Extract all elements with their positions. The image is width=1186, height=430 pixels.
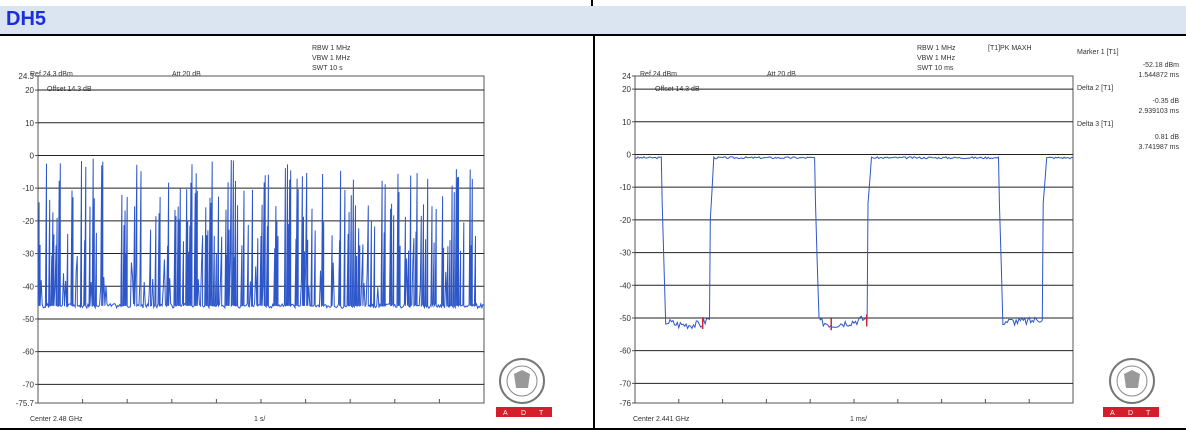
y-tick-label: -30 xyxy=(619,249,631,258)
left-spectrum-plot: RBW 1 MHz VBW 1 MHz SWT 10 s Ref 24.3 dB… xyxy=(16,45,552,423)
trace-mode-label: [T1]PK MAXH xyxy=(988,45,1032,52)
y-tick-label: -20 xyxy=(22,217,34,226)
att-label: Att 20 dB xyxy=(767,71,796,78)
section-title: DH5 xyxy=(6,8,47,30)
y-tick-label: -60 xyxy=(619,347,631,356)
y-tick-label: -20 xyxy=(619,216,631,225)
y-tick-label: -70 xyxy=(619,379,631,388)
section-header: DH5 xyxy=(0,6,1186,36)
marker-1-time: 1.544872 ms xyxy=(1139,72,1180,79)
y-tick-label: -76 xyxy=(619,399,631,408)
right-spectrum-plot: RBW 1 MHz VBW 1 MHz SWT 10 ms [T1]PK MAX… xyxy=(619,45,1179,423)
y-tick-label: -10 xyxy=(22,184,34,193)
marker-3-time: 3.741987 ms xyxy=(1139,144,1180,151)
y-tick-label: -50 xyxy=(619,314,631,323)
rbw-label: RBW 1 MHz xyxy=(917,45,956,52)
bureau-veritas-seal-icon xyxy=(499,358,545,404)
y-tick-label: -70 xyxy=(22,380,34,389)
marker-3-level: 0.81 dB xyxy=(1155,134,1179,141)
right-spectrum-panel: RBW 1 MHz VBW 1 MHz SWT 10 ms [T1]PK MAX… xyxy=(595,36,1186,430)
adt-t: T xyxy=(1146,410,1151,417)
trace-line xyxy=(634,156,1074,330)
adt-t: T xyxy=(539,410,544,417)
y-tick-label: 20 xyxy=(622,85,631,94)
y-tick-label: 0 xyxy=(627,150,632,159)
ref-label: Ref 24.3 dBm xyxy=(30,71,73,78)
marker-2-name: Delta 2 [T1] xyxy=(1077,85,1113,92)
center-freq-label: Center 2.441 GHz xyxy=(633,416,690,423)
vbw-label: VBW 1 MHz xyxy=(312,55,351,62)
ref-label: Ref 24 dBm xyxy=(640,71,677,78)
y-tick-label: 24.3 xyxy=(18,72,34,81)
y-tick-label: -10 xyxy=(619,183,631,192)
y-tick-label: -30 xyxy=(22,250,34,259)
y-tick-label: 24 xyxy=(622,72,631,81)
marker-readout: Marker 1 [T1] -52.18 dBm 1.544872 ms Del… xyxy=(1077,49,1179,151)
adt-logo xyxy=(1103,407,1159,417)
y-tick-label: 10 xyxy=(25,119,34,128)
vbw-label: VBW 1 MHz xyxy=(917,55,956,62)
marker-2-time: 2.939103 ms xyxy=(1139,108,1180,115)
adt-logo xyxy=(496,407,552,417)
marker-2-level: -0.35 dB xyxy=(1153,98,1180,105)
y-tick-label: -40 xyxy=(22,282,34,291)
adt-a: A xyxy=(503,410,508,417)
left-spectrum-panel: RBW 1 MHz VBW 1 MHz SWT 10 s Ref 24.3 dB… xyxy=(0,36,595,430)
marker-1-level: -52.18 dBm xyxy=(1143,62,1179,69)
y-tick-label: -50 xyxy=(22,315,34,324)
y-tick-label: -60 xyxy=(22,348,34,357)
marker-3-name: Delta 3 [T1] xyxy=(1077,121,1113,128)
y-tick-label: 0 xyxy=(30,151,35,160)
span-label: 1 ms/ xyxy=(850,416,867,423)
swt-label: SWT 10 ms xyxy=(917,65,954,72)
marker-1-name: Marker 1 [T1] xyxy=(1077,49,1119,56)
y-tick-label: -40 xyxy=(619,281,631,290)
y-tick-label: 20 xyxy=(25,86,34,95)
center-freq-label: Center 2.48 GHz xyxy=(30,416,83,423)
plot-frame xyxy=(634,75,1074,404)
offset-label: Offset 14.3 dB xyxy=(47,86,92,93)
adt-a: A xyxy=(1110,410,1115,417)
swt-label: SWT 10 s xyxy=(312,65,343,72)
bottom-border xyxy=(0,428,1186,430)
adt-d: D xyxy=(1128,410,1133,417)
span-label: 1 s/ xyxy=(254,416,265,423)
rbw-label: RBW 1 MHz xyxy=(312,45,351,52)
y-tick-label: 10 xyxy=(622,118,631,127)
bureau-veritas-seal-icon xyxy=(1109,358,1155,404)
trace-line xyxy=(37,158,485,310)
adt-d: D xyxy=(521,410,526,417)
y-tick-label: -75.7 xyxy=(16,399,35,408)
att-label: Att 20 dB xyxy=(172,71,201,78)
